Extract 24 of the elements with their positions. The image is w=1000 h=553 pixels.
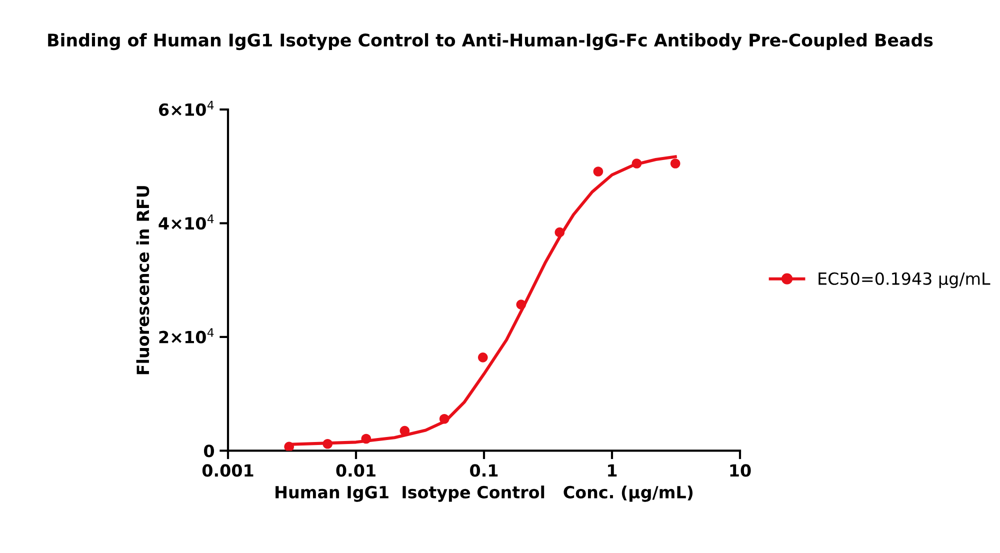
y-axis-title: Fluorescence in RFU — [136, 186, 150, 374]
x-tick-label: 0.001 — [202, 464, 254, 477]
point — [554, 227, 565, 238]
point — [478, 352, 488, 362]
legend-label: EC50=0.1943 µg/mL — [818, 272, 990, 288]
x-tick-label: 0.01 — [336, 464, 376, 477]
y-tick-label: 6×10$^{4}$ — [159, 100, 214, 116]
y-tick-label: 2×10$^{4}$ — [159, 328, 214, 344]
point — [593, 166, 604, 176]
y-tick-label: 0 — [204, 444, 214, 458]
point — [670, 158, 680, 168]
point — [322, 438, 333, 449]
x-axis-title: Human IgG1 Isotype Control Conc. (µg/mL) — [276, 486, 693, 502]
point — [632, 158, 642, 168]
y-tick-label: 4×10$^{4}$ — [158, 214, 214, 230]
x-tick-label: 0.1 — [470, 464, 498, 477]
chart-title: Binding of Human IgG1 Isotype Control to Anti-Human-IgG-Fc Antibody Pre-Coupled Beads — [48, 33, 933, 50]
point — [516, 300, 526, 310]
x-tick-label: 1 — [608, 464, 617, 477]
x-tick-label: 10 — [730, 464, 751, 477]
point — [400, 426, 410, 436]
point — [361, 434, 372, 444]
point — [284, 442, 294, 451]
point — [439, 414, 450, 424]
